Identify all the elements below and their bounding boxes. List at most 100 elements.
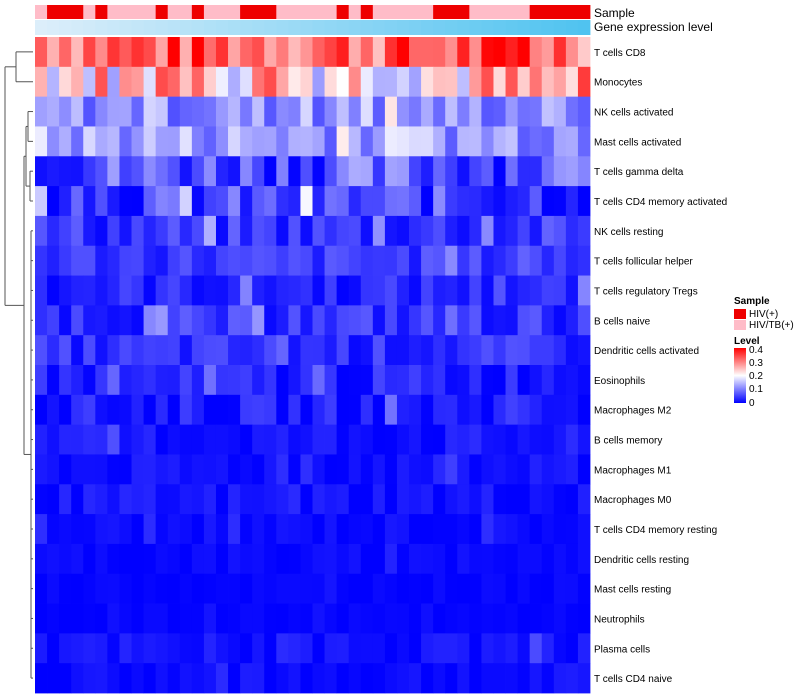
heatmap-cell <box>541 365 555 396</box>
heatmap-cell <box>215 543 229 575</box>
heatmap-cell <box>517 305 531 336</box>
heatmap-cell <box>312 633 325 664</box>
heatmap-cell <box>228 275 241 306</box>
legend-level-tick: 0 <box>749 398 755 409</box>
heatmap-cell <box>59 424 72 455</box>
heatmap-cell <box>276 335 289 366</box>
heatmap-cell <box>276 126 289 157</box>
heatmap-cell <box>59 663 72 694</box>
heatmap-cell <box>493 633 506 664</box>
heatmap-cell <box>433 424 446 455</box>
heatmap-cell <box>336 275 350 306</box>
heatmap-cell <box>481 156 494 187</box>
heatmap-cell <box>517 365 531 396</box>
heatmap-cell <box>553 275 567 306</box>
heatmap-cell <box>215 484 229 515</box>
heatmap-cell <box>143 365 157 396</box>
heatmap-cell <box>396 365 410 396</box>
heatmap-cell <box>517 454 531 485</box>
heatmap-cell <box>457 126 470 157</box>
heatmap-cell <box>71 156 84 187</box>
heatmap-cell <box>324 484 338 515</box>
heatmap-cell <box>203 275 217 306</box>
heatmap-cell <box>228 186 241 217</box>
heatmap-cell <box>155 305 169 336</box>
sample-annotation-cell <box>228 5 241 19</box>
heatmap-cell <box>577 394 591 426</box>
heatmap-cell <box>433 663 446 694</box>
gene-expression-annotation-cell <box>59 20 72 35</box>
heatmap-cell <box>433 394 446 426</box>
heatmap-cell <box>541 96 555 127</box>
heatmap-cell <box>143 126 157 157</box>
heatmap-cell <box>481 543 494 575</box>
heatmap-cell <box>252 365 265 396</box>
heatmap-cell <box>421 633 434 664</box>
heatmap-cell <box>300 543 313 575</box>
heatmap-cell <box>421 156 434 187</box>
heatmap-cell <box>59 394 72 426</box>
heatmap-cell <box>396 186 410 217</box>
heatmap-cell <box>240 573 253 604</box>
heatmap-cell <box>71 424 84 455</box>
heatmap-cell <box>348 66 362 98</box>
heatmap-cell <box>252 454 265 485</box>
heatmap-cell <box>348 96 362 127</box>
heatmap-cell <box>529 633 543 664</box>
heatmap-cell <box>288 37 301 68</box>
sample-annotation-cell <box>191 5 205 19</box>
heatmap-cell <box>240 394 253 426</box>
heatmap-cell <box>505 126 519 157</box>
heatmap-cell <box>553 573 567 604</box>
heatmap-cell <box>83 573 96 604</box>
heatmap-cell <box>372 663 386 694</box>
heatmap-cell <box>577 663 591 694</box>
heatmap-cell <box>493 37 506 68</box>
heatmap-cell <box>167 275 181 306</box>
heatmap-cell <box>215 275 229 306</box>
heatmap-cell <box>107 603 120 634</box>
heatmap-cell <box>59 66 72 98</box>
heatmap-cell <box>396 633 410 664</box>
heatmap-cell <box>83 365 96 396</box>
heatmap-cell <box>348 156 362 187</box>
heatmap-cell <box>47 37 60 68</box>
heatmap-cell <box>553 186 567 217</box>
heatmap-cell <box>469 275 482 306</box>
heatmap-cell <box>312 335 325 366</box>
heatmap-cell <box>191 454 205 485</box>
heatmap-cell <box>505 335 519 366</box>
heatmap-cell <box>348 275 362 306</box>
heatmap-cell <box>409 633 422 664</box>
heatmap-cell <box>47 543 60 575</box>
heatmap-cell <box>384 365 398 396</box>
heatmap-cell <box>47 305 60 336</box>
heatmap-cell <box>155 245 169 276</box>
heatmap-cell <box>372 335 386 366</box>
heatmap-cell <box>433 126 446 157</box>
heatmap-cell <box>421 305 434 336</box>
heatmap-cell <box>59 245 72 276</box>
heatmap-cell <box>445 603 458 634</box>
heatmap-cell <box>155 394 169 426</box>
gene-expression-annotation-cell <box>203 20 217 35</box>
heatmap-cell <box>203 96 217 127</box>
heatmap-cell <box>203 126 217 157</box>
heatmap-cell <box>71 245 84 276</box>
heatmap-cell <box>360 156 374 187</box>
row-label: T cells CD8 <box>594 48 646 59</box>
heatmap-cell <box>396 543 410 575</box>
heatmap-cell <box>59 573 72 604</box>
gene-expression-annotation-cell <box>505 20 519 35</box>
heatmap-cell <box>457 633 470 664</box>
heatmap-cell <box>396 37 410 68</box>
heatmap-cell <box>324 573 338 604</box>
heatmap-cell <box>252 633 265 664</box>
heatmap-cell <box>167 603 181 634</box>
heatmap-cell <box>324 424 338 455</box>
heatmap-cell <box>348 215 362 247</box>
gene-expression-annotation-cell <box>493 20 506 35</box>
heatmap-cell <box>469 245 482 276</box>
row-label: Dendritic cells resting <box>594 555 689 566</box>
heatmap-cell <box>396 394 410 426</box>
